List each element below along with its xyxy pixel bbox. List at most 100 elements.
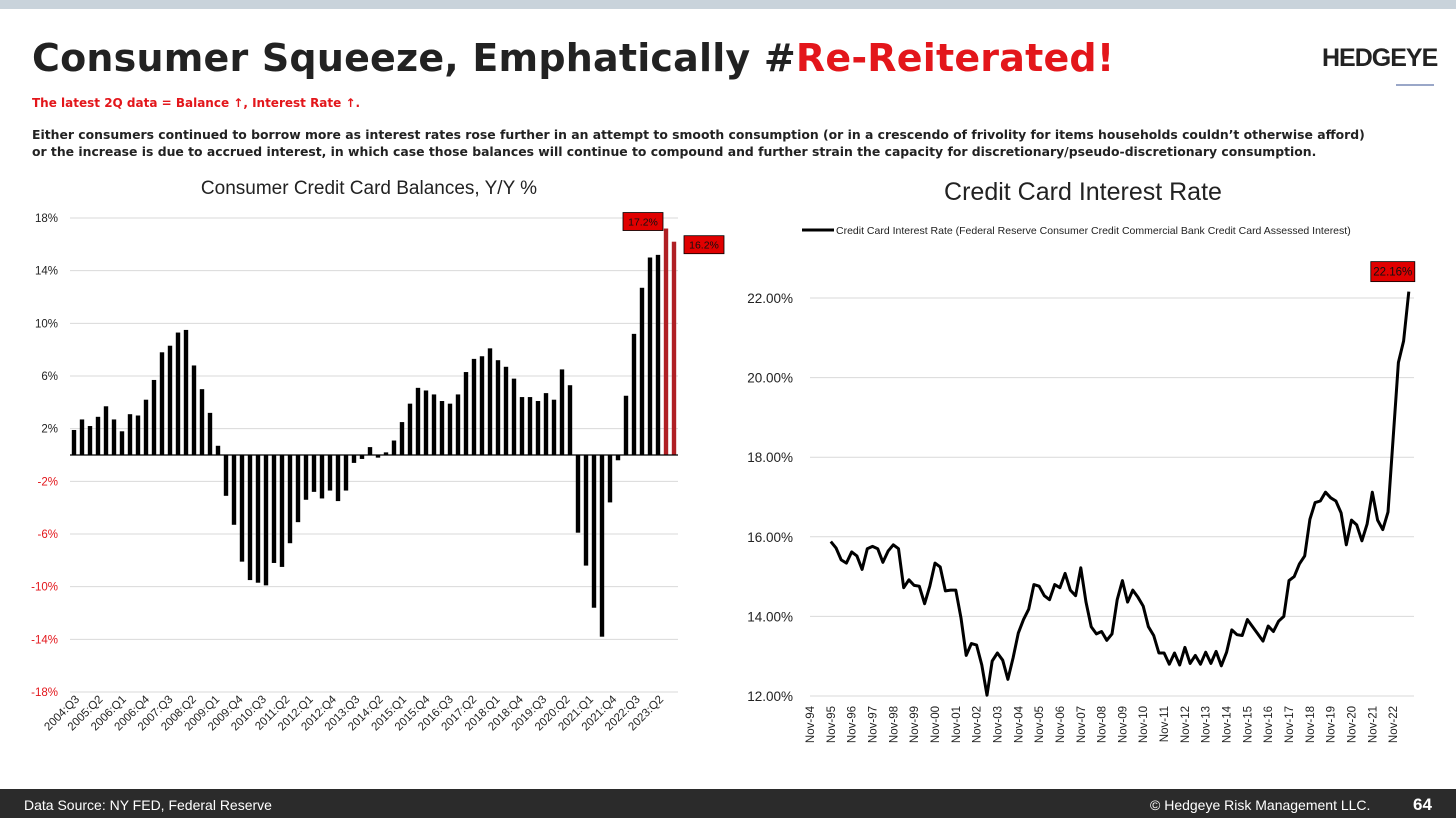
- value-label-box: [622, 212, 664, 231]
- y-tick-label: -2%: [38, 476, 58, 488]
- x-tick-label: Nov-18: [1305, 706, 1317, 743]
- y-tick-label: -10%: [31, 582, 58, 594]
- bar: [559, 369, 565, 455]
- bar: [583, 455, 589, 566]
- x-tick-label: Nov-22: [1388, 706, 1400, 743]
- x-tick-label: Nov-09: [1117, 706, 1129, 743]
- y-tick-label: 22.00%: [747, 291, 793, 306]
- bar: [119, 431, 125, 455]
- logo-underline: [1396, 84, 1434, 86]
- bar: [327, 455, 333, 491]
- bar: [295, 455, 301, 523]
- bar: [615, 455, 621, 461]
- title-accent-text: Re-Reiterated!: [795, 36, 1115, 80]
- bar: [647, 257, 653, 455]
- y-tick-label: 12.00%: [747, 689, 793, 704]
- value-label: 22.16%: [1373, 267, 1412, 279]
- x-tick-label: Nov-97: [867, 706, 879, 743]
- bar: [391, 440, 397, 455]
- bar: [567, 385, 573, 455]
- x-tick-label: Nov-12: [1180, 706, 1192, 743]
- bar: [359, 455, 365, 459]
- bar: [79, 419, 85, 455]
- bar: [263, 455, 269, 586]
- bar: [639, 287, 645, 455]
- bar: [247, 455, 253, 581]
- bar: [543, 393, 549, 455]
- top-accent-bar: [0, 0, 1456, 9]
- x-tick-label: Nov-21: [1367, 706, 1379, 743]
- bar: [231, 455, 237, 525]
- value-label: 17.2%: [628, 217, 658, 229]
- x-tick-label: Nov-16: [1263, 706, 1275, 743]
- page-number: 64: [1413, 795, 1432, 814]
- bar: [279, 455, 285, 567]
- bar: [655, 254, 661, 455]
- bar: [287, 455, 293, 544]
- bar: [663, 228, 669, 455]
- value-label-box: [1370, 261, 1416, 283]
- bar: [271, 455, 277, 563]
- x-tick-label: Nov-06: [1055, 706, 1067, 743]
- bar: [175, 332, 181, 455]
- x-tick-label: Nov-15: [1242, 706, 1254, 743]
- x-tick-label: Nov-11: [1159, 706, 1171, 742]
- bar: [223, 455, 229, 496]
- bar: [415, 387, 421, 455]
- description-line-1: Either consumers continued to borrow mor…: [32, 127, 1365, 142]
- bar: [471, 358, 477, 455]
- x-tick-label: Nov-95: [826, 706, 838, 743]
- bar: [399, 422, 405, 455]
- x-tick-label: Nov-98: [888, 706, 900, 743]
- x-tick-label: Nov-00: [930, 706, 942, 743]
- y-tick-label: 16.00%: [747, 530, 793, 545]
- footer-copyright: © Hedgeye Risk Management LLC.: [1150, 797, 1371, 813]
- y-tick-label: 2%: [41, 424, 58, 436]
- value-label: 16.2%: [689, 240, 719, 252]
- x-tick-label: Nov-17: [1284, 706, 1296, 743]
- bar: [503, 366, 509, 455]
- bar: [487, 348, 493, 455]
- y-tick-label: -14%: [31, 634, 58, 646]
- footer-bar: Data Source: NY FED, Federal Reserve © H…: [0, 789, 1456, 818]
- x-tick-label: Nov-03: [992, 706, 1004, 743]
- bar: [351, 455, 357, 463]
- bar: [367, 447, 373, 455]
- x-tick-label: Nov-94: [805, 705, 817, 743]
- bar: [167, 345, 173, 455]
- y-tick-label: 14%: [35, 266, 58, 278]
- x-tick-label: Nov-10: [1138, 706, 1150, 743]
- bar: [551, 399, 557, 455]
- bar: [239, 455, 245, 562]
- bar: [135, 415, 141, 455]
- bar: [207, 412, 213, 455]
- bar: [319, 455, 325, 499]
- bar: [215, 445, 221, 455]
- description-line-2: or the increase is due to accrued intere…: [32, 144, 1317, 159]
- bar: [71, 429, 77, 455]
- bar: [519, 397, 525, 455]
- x-tick-label: Nov-13: [1201, 706, 1213, 743]
- bar: [423, 390, 429, 455]
- left-chart-title: Consumer Credit Card Balances, Y/Y %: [201, 178, 537, 199]
- x-tick-label: Nov-19: [1326, 706, 1338, 743]
- bar: [455, 394, 461, 455]
- x-tick-label: Nov-01: [951, 706, 963, 743]
- y-tick-label: -6%: [38, 529, 58, 541]
- bar: [511, 378, 517, 455]
- x-tick-label: Nov-14: [1222, 705, 1234, 743]
- bar: [591, 455, 597, 608]
- bar: [335, 455, 341, 502]
- bar: [199, 389, 205, 455]
- x-tick-label: Nov-96: [847, 706, 859, 743]
- bar: [95, 416, 101, 455]
- bar: [383, 452, 389, 455]
- bar: [575, 455, 581, 533]
- x-tick-label: Nov-07: [1076, 706, 1088, 743]
- rate-line: [829, 291, 1411, 697]
- hedgeye-logo: HEDGEYE: [1322, 44, 1438, 72]
- x-tick-label: Nov-02: [972, 706, 984, 743]
- y-tick-label: -18%: [31, 687, 58, 699]
- bar: [535, 401, 541, 455]
